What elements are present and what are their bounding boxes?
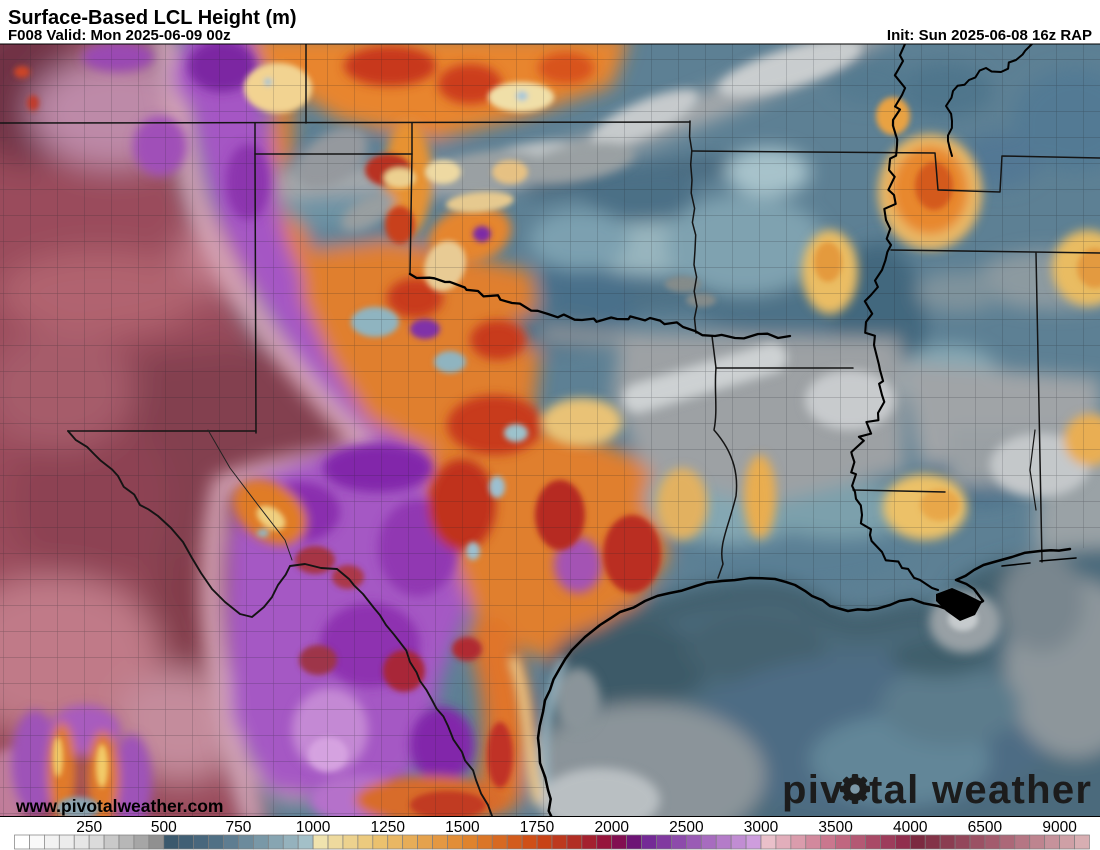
svg-text:3500: 3500 — [818, 819, 853, 836]
svg-text:www.pivotalweather.com: www.pivotalweather.com — [15, 796, 223, 816]
svg-text:3000: 3000 — [744, 819, 779, 836]
svg-text:2500: 2500 — [669, 819, 704, 836]
svg-text:9000: 9000 — [1042, 819, 1077, 836]
svg-text:500: 500 — [151, 819, 177, 836]
svg-text:F008 Valid: Mon 2025-06-09 00z: F008 Valid: Mon 2025-06-09 00z — [8, 27, 231, 44]
svg-text:1500: 1500 — [445, 819, 480, 836]
svg-text:Surface-Based LCL Height (m): Surface-Based LCL Height (m) — [8, 7, 297, 29]
svg-text:750: 750 — [225, 819, 251, 836]
svg-text:4000: 4000 — [893, 819, 928, 836]
svg-text:6500: 6500 — [968, 819, 1003, 836]
svg-text:piv: piv — [782, 768, 844, 812]
svg-text:Init: Sun 2025-06-08 16z RAP: Init: Sun 2025-06-08 16z RAP — [887, 27, 1092, 44]
svg-text:1000: 1000 — [296, 819, 331, 836]
svg-text:1750: 1750 — [520, 819, 555, 836]
svg-text:2000: 2000 — [594, 819, 629, 836]
svg-text:tal weather: tal weather — [869, 768, 1092, 812]
svg-text:250: 250 — [76, 819, 102, 836]
svg-text:1250: 1250 — [371, 819, 406, 836]
